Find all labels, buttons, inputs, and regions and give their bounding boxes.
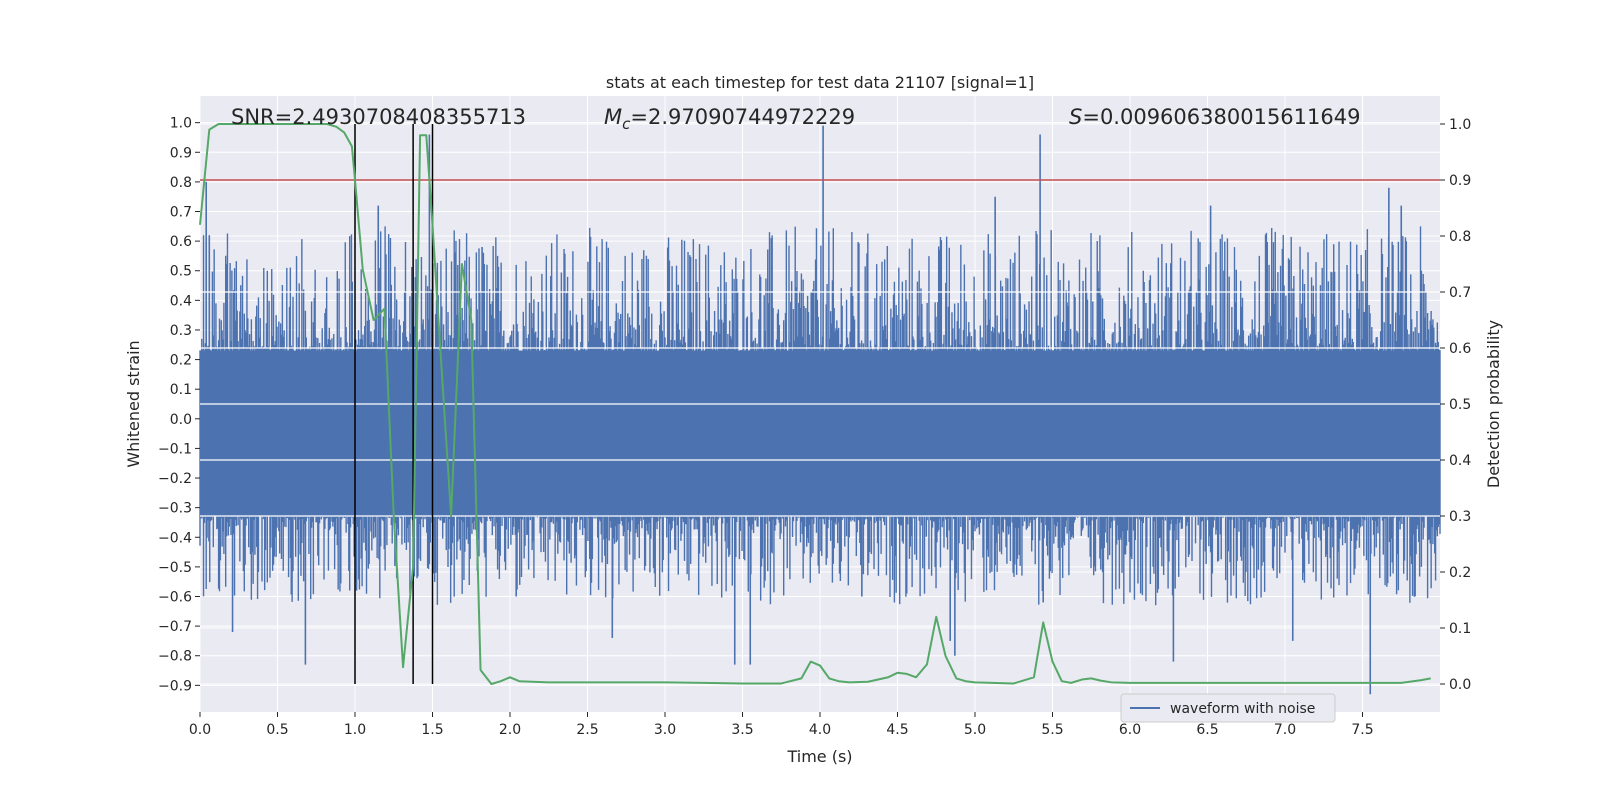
x-tick-label: 0.5 — [266, 722, 288, 738]
y-left-tick-label: 0.0 — [170, 412, 192, 428]
y-left-tick-label: 0.6 — [170, 234, 192, 250]
y-left-tick-label: 0.5 — [170, 264, 192, 280]
chirp-mass-symbol: M — [604, 105, 622, 129]
statistic-symbol: S — [1069, 105, 1082, 129]
statistic-annotation: S=0.009606380015611649 — [1069, 105, 1360, 129]
x-tick-label: 4.0 — [809, 722, 831, 738]
x-tick-label: 4.5 — [886, 722, 908, 738]
y-right-tick-label: 0.0 — [1449, 677, 1471, 693]
x-tick-label: 0.0 — [189, 722, 211, 738]
snr-annotation: SNR=2.4930708408355713 — [231, 105, 526, 129]
y-right-tick-label: 0.9 — [1449, 173, 1471, 189]
y-left-tick-label: 0.8 — [170, 175, 192, 191]
x-tick-label: 7.5 — [1351, 722, 1373, 738]
statistic-value: =0.009606380015611649 — [1082, 105, 1360, 129]
y-right-tick-label: 0.4 — [1449, 453, 1471, 469]
y-axis-right-label: Detection probability — [1484, 320, 1503, 488]
chirp-mass-annotation: Mc=2.97090744972229 — [604, 105, 855, 133]
y-left-tick-label: 0.3 — [170, 323, 192, 339]
y-left-tick-label: −0.5 — [158, 560, 192, 576]
y-right-tick-label: 0.8 — [1449, 229, 1471, 245]
chart-svg: 0.0 0.5 1.0 1.5 2.0 2.5 3.0 3.5 4.0 4.5 5.0 5.5 6.0 6… — [0, 0, 1600, 800]
y-right-tick-label: 0.3 — [1449, 509, 1471, 525]
x-tick-label: 2.0 — [499, 722, 521, 738]
x-tick-label: 5.0 — [964, 722, 986, 738]
chirp-mass-value: =2.97090744972229 — [630, 105, 855, 129]
y-right-tick-label: 0.7 — [1449, 285, 1471, 301]
x-axis-label: Time (s) — [786, 747, 852, 766]
y-left-tick-label: −0.2 — [158, 471, 192, 487]
y-left-tick-label: 0.9 — [170, 145, 192, 161]
y-left-tick-label: −0.4 — [158, 530, 192, 546]
y-right-tick-label: 1.0 — [1449, 117, 1471, 133]
y-axis-left-label: Whitened strain — [124, 340, 143, 467]
y-right-tick-label: 0.2 — [1449, 565, 1471, 581]
y-left-tick-label: −0.9 — [158, 678, 192, 694]
x-tick-label: 2.5 — [576, 722, 598, 738]
y-right-tick-label: 0.1 — [1449, 621, 1471, 637]
y-left-tick-label: −0.7 — [158, 619, 192, 635]
y-left-tick-label: 0.4 — [170, 293, 192, 309]
y-left-tick-label: −0.6 — [158, 590, 192, 606]
y-left-tick-label: −0.8 — [158, 649, 192, 665]
x-tick-label: 3.5 — [731, 722, 753, 738]
x-tick-label: 6.5 — [1196, 722, 1218, 738]
y-left-tick-label: 0.2 — [170, 353, 192, 369]
x-tick-label: 3.0 — [654, 722, 676, 738]
y-left-tick-label: −0.3 — [158, 501, 192, 517]
x-tick-label: 7.0 — [1274, 722, 1296, 738]
y-right-tick-label: 0.6 — [1449, 341, 1471, 357]
y-left-tick-label: 1.0 — [170, 116, 192, 132]
legend: waveform with noise — [1121, 694, 1335, 722]
legend-entry-waveform: waveform with noise — [1170, 701, 1315, 717]
x-tick-label: 1.0 — [344, 722, 366, 738]
y-left-tick-label: 0.7 — [170, 205, 192, 221]
y-right-tick-label: 0.5 — [1449, 397, 1471, 413]
y-left-tick-label: −0.1 — [158, 441, 192, 457]
chart-title: stats at each timestep for test data 211… — [606, 73, 1034, 92]
x-tick-label: 6.0 — [1119, 722, 1141, 738]
x-tick-label: 5.5 — [1041, 722, 1063, 738]
x-tick-label: 1.5 — [421, 722, 443, 738]
y-left-tick-label: 0.1 — [170, 382, 192, 398]
